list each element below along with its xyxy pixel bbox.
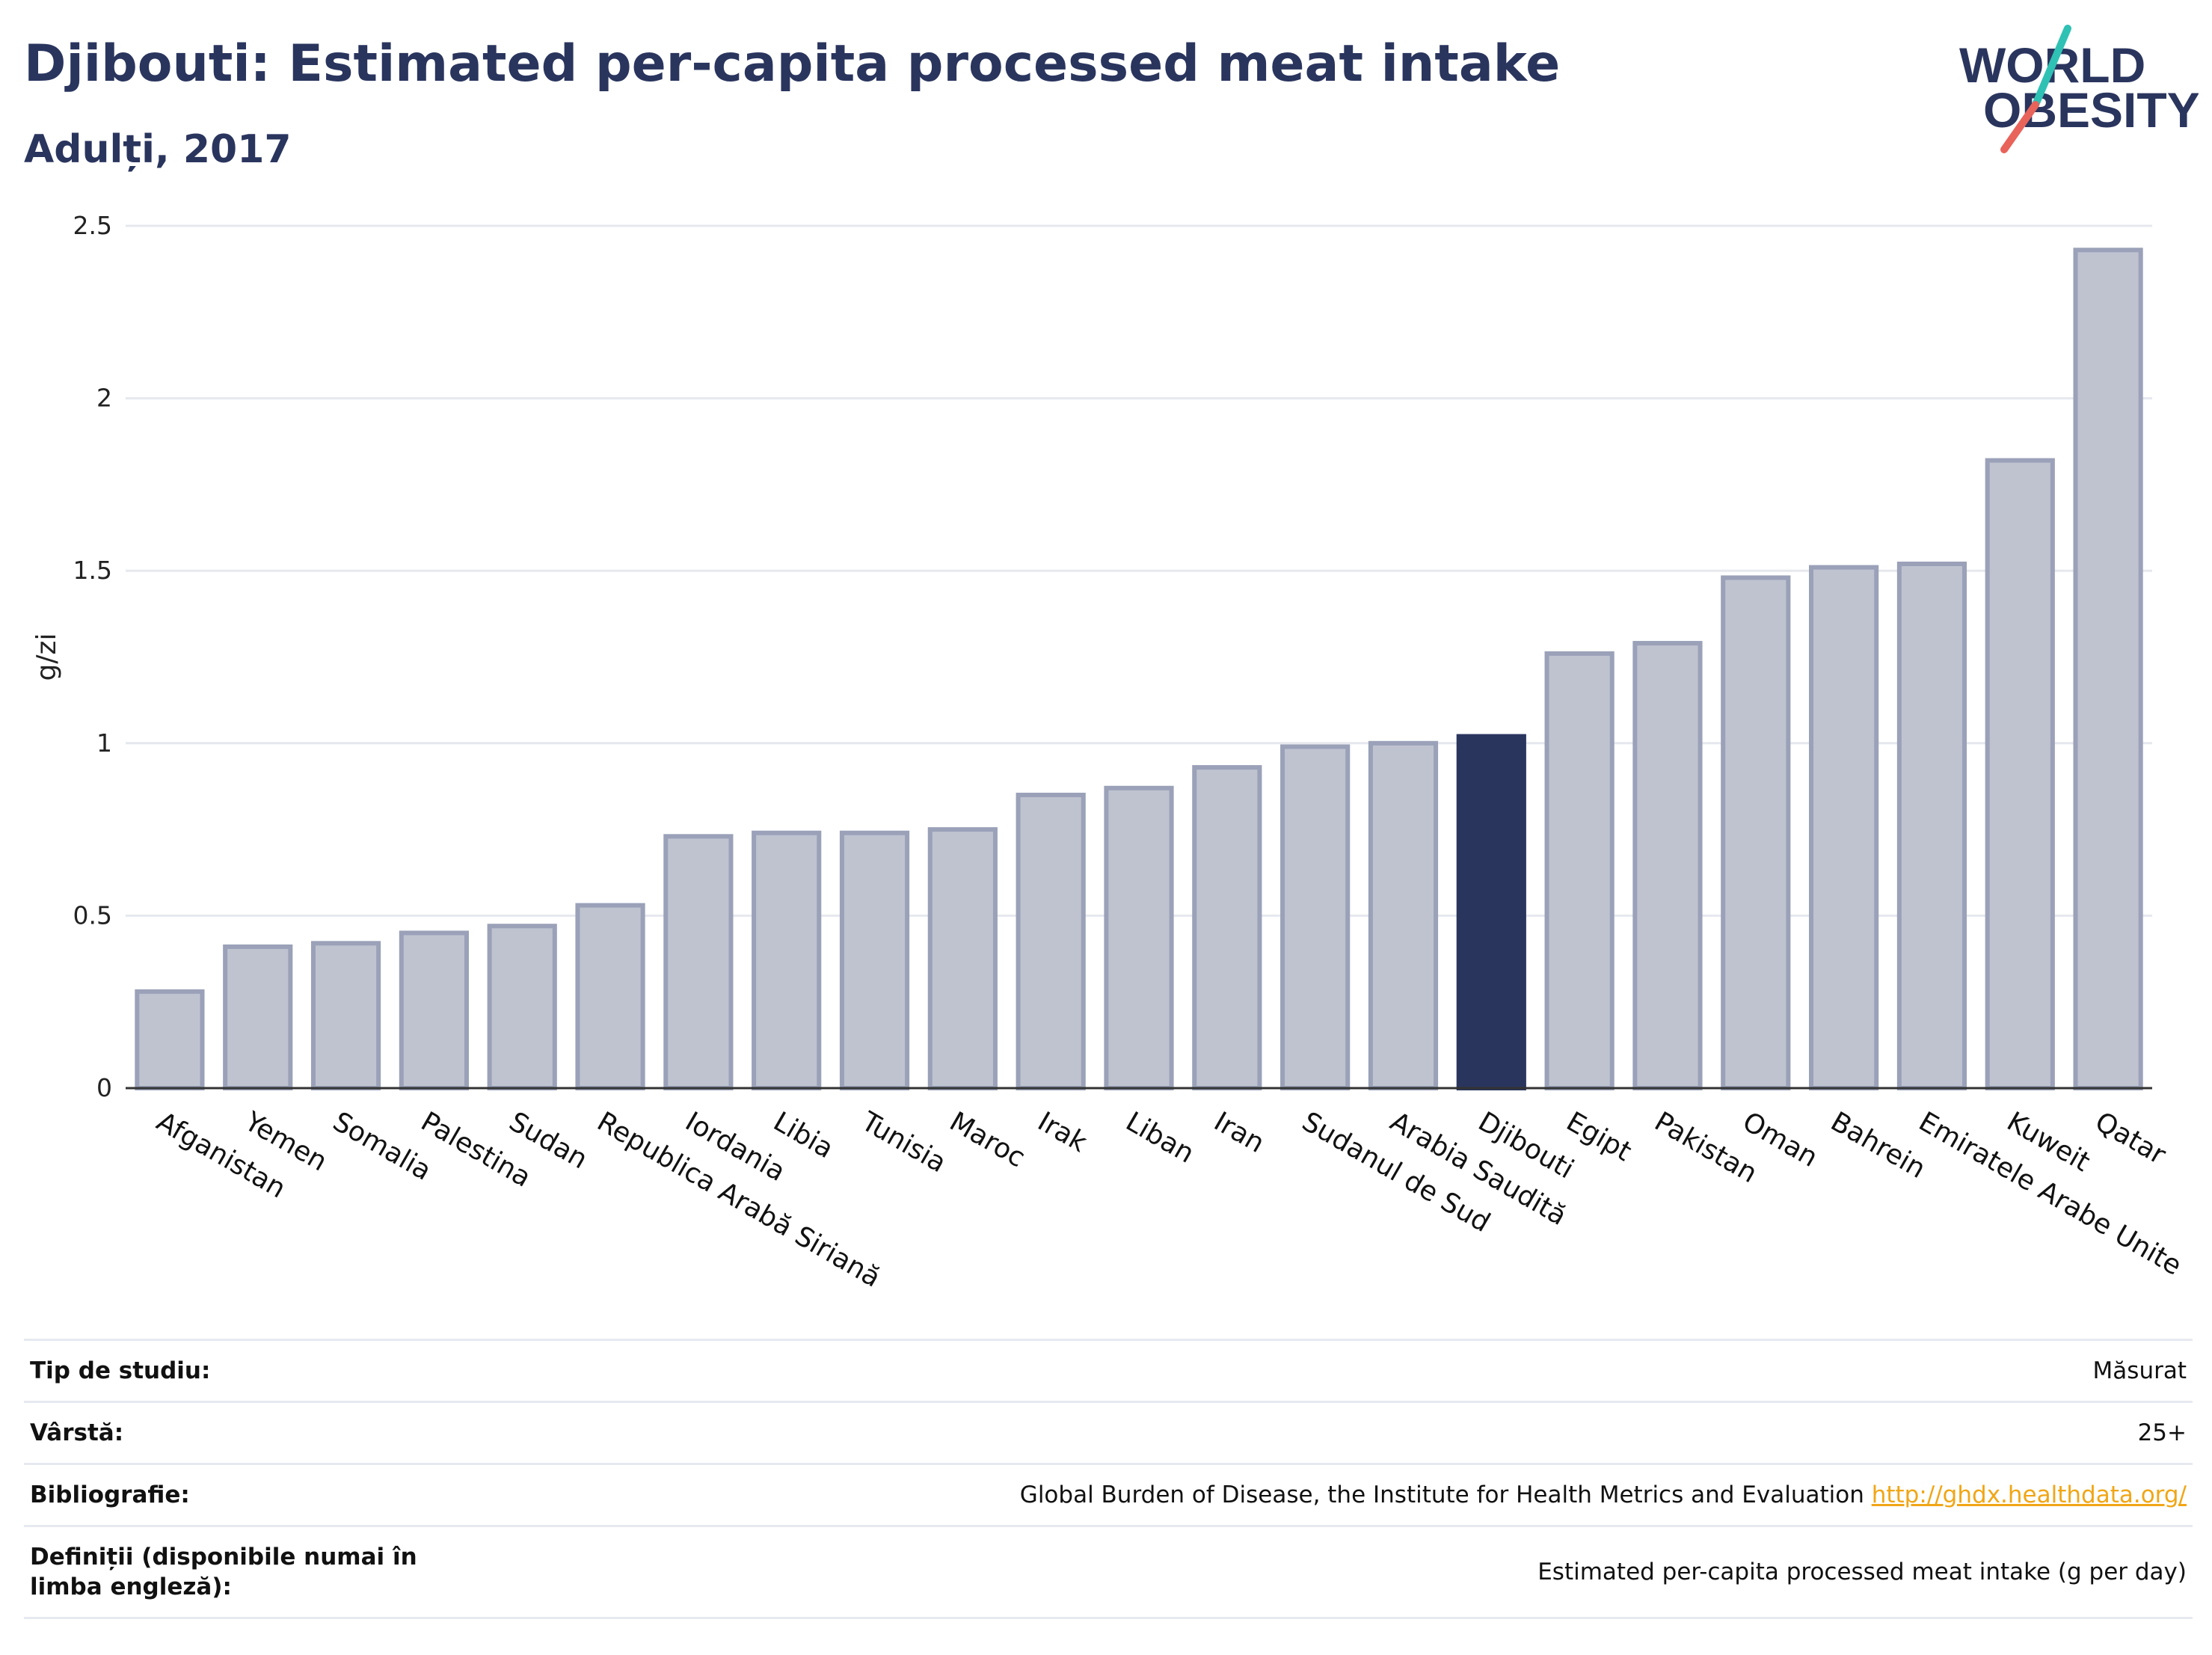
x-tick-label: Somalia	[328, 1106, 436, 1187]
bar	[223, 944, 293, 1090]
bar	[1896, 561, 1967, 1090]
info-label: Vârstă:	[24, 1401, 500, 1464]
x-tick-label: Bahrein	[1825, 1106, 1930, 1185]
logo-slash-coral	[2000, 101, 2039, 153]
bar	[1192, 765, 1262, 1090]
logo-slash-teal	[2032, 25, 2071, 108]
info-row: Tip de studiu: Măsurat	[24, 1339, 2193, 1402]
x-tick-label: Qatar	[2090, 1106, 2171, 1170]
x-tick-label: Maroc	[944, 1106, 1030, 1173]
info-table: Tip de studiu: Măsurat Vârstă: 25+ Bibli…	[24, 1339, 2193, 1619]
bar	[399, 930, 469, 1090]
bar	[1280, 744, 1351, 1090]
y-tick-label: 0.5	[73, 900, 112, 930]
info-value: Măsurat	[500, 1339, 2193, 1402]
info-value: Estimated per-capita processed meat inta…	[500, 1525, 2193, 1619]
bar	[1721, 575, 1791, 1090]
x-tick-label: Irak	[1033, 1106, 1093, 1158]
y-axis-label: g/zi	[31, 633, 62, 681]
bar	[310, 941, 381, 1091]
bar	[839, 830, 910, 1091]
x-tick-label: Iran	[1208, 1106, 1269, 1159]
y-tick-label: 1	[96, 728, 112, 758]
bar	[1368, 740, 1439, 1090]
bar-highlight	[1456, 734, 1526, 1090]
bar	[752, 830, 822, 1091]
info-value: Global Burden of Disease, the Institute …	[500, 1463, 2193, 1526]
bar	[1016, 792, 1086, 1090]
x-tick-label: Liban	[1121, 1106, 1199, 1169]
y-tick-label: 2.5	[73, 211, 112, 240]
info-row: Vârstă: 25+	[24, 1401, 2193, 1464]
bar-chart: 00.511.522.5g/ziAfganistanYemenSomaliaPa…	[31, 211, 2187, 1294]
bar	[1985, 458, 2055, 1090]
chart-title: Djibouti: Estimated per-capita processed…	[24, 34, 1561, 93]
bar	[1632, 641, 1703, 1090]
bar	[1104, 785, 1174, 1090]
bar	[1809, 565, 1879, 1090]
bar	[1544, 651, 1615, 1090]
world-obesity-logo: WORLD OBESITY	[1959, 25, 2199, 153]
info-value: 25+	[500, 1401, 2193, 1464]
bibliography-text: Global Burden of Disease, the Institute …	[1019, 1481, 1864, 1508]
bar	[2073, 248, 2143, 1090]
bar	[927, 827, 998, 1090]
y-tick-label: 2	[96, 384, 112, 413]
bar	[135, 989, 205, 1091]
bar	[575, 903, 645, 1090]
info-row: Bibliografie: Global Burden of Disease, …	[24, 1463, 2193, 1526]
y-tick-label: 0	[96, 1073, 112, 1102]
info-label: Bibliografie:	[24, 1463, 500, 1526]
bibliography-link[interactable]: http://ghdx.healthdata.org/	[1871, 1481, 2187, 1508]
x-tick-label: Tunisia	[855, 1106, 951, 1179]
info-label: Tip de studiu:	[24, 1339, 500, 1402]
info-label: Definiții (disponibile numai în limba en…	[24, 1525, 500, 1619]
bar	[487, 924, 557, 1090]
bar	[663, 834, 734, 1090]
chart-subtitle: Adulți, 2017	[24, 127, 292, 172]
y-tick-label: 1.5	[73, 556, 112, 585]
info-row: Definiții (disponibile numai în limba en…	[24, 1525, 2193, 1619]
